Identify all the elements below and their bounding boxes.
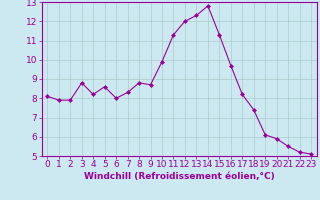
X-axis label: Windchill (Refroidissement éolien,°C): Windchill (Refroidissement éolien,°C) xyxy=(84,172,275,181)
